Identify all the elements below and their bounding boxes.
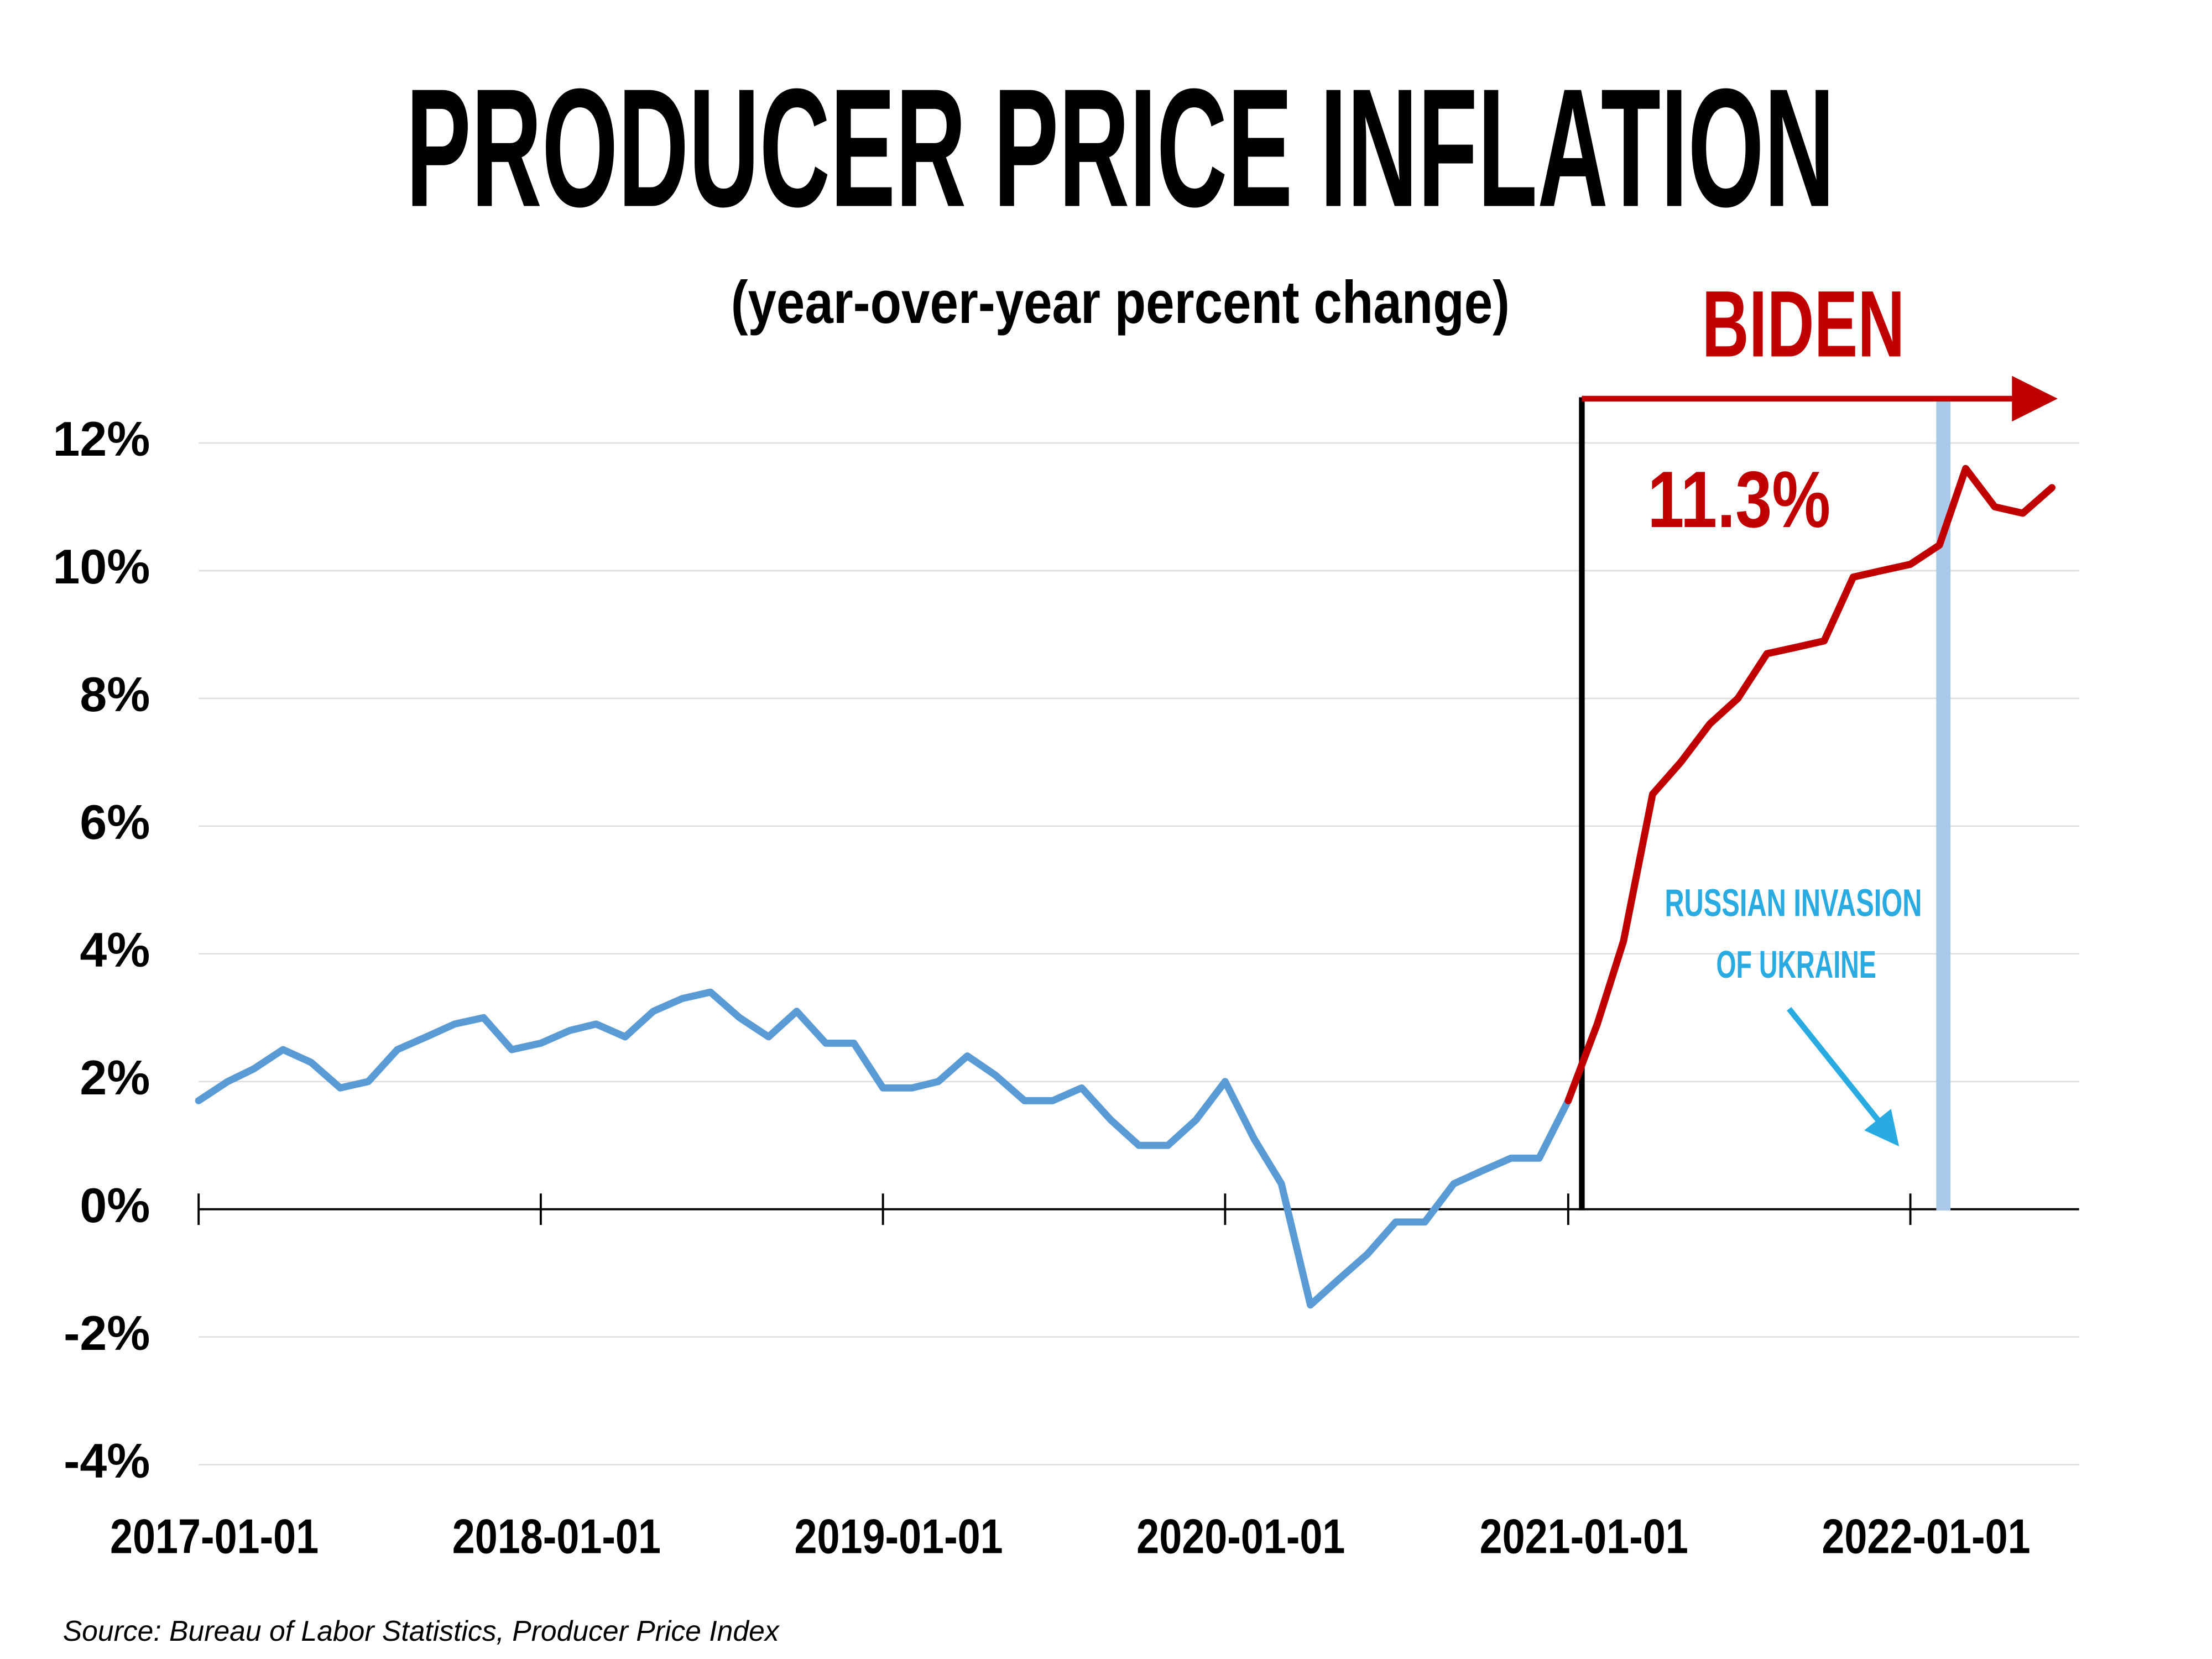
president-label: BIDEN xyxy=(1702,272,1905,377)
y-tick-label: 4% xyxy=(80,922,150,977)
y-tick-label: 12% xyxy=(53,411,150,466)
y-tick-label: -4% xyxy=(64,1433,150,1488)
y-tick-label: 6% xyxy=(80,795,150,849)
x-tick-label: 2018-01-01 xyxy=(452,1509,661,1564)
latest-label: 11.3% xyxy=(1647,455,1830,544)
x-tick-label: 2020-01-01 xyxy=(1136,1509,1345,1564)
chart-subtitle: (year-over-year percent change) xyxy=(731,269,1510,336)
y-tick-label: 10% xyxy=(53,539,150,594)
y-tick-label: 2% xyxy=(80,1050,150,1105)
chart-title: PRODUCER PRICE INFLATION xyxy=(406,54,1835,242)
x-tick-label: 2019-01-01 xyxy=(794,1509,1003,1564)
series-line xyxy=(1564,465,2056,1104)
grid xyxy=(197,442,2079,1465)
x-tick-label: 2017-01-01 xyxy=(110,1509,319,1564)
event-arrow xyxy=(1787,1007,1900,1146)
series-line xyxy=(195,988,1572,1309)
x-tick-label: 2022-01-01 xyxy=(1822,1509,2030,1564)
y-tick-label: -2% xyxy=(64,1306,150,1360)
event-label: OF UKRAINE xyxy=(1716,943,1876,986)
event-label: RUSSIAN INVASION xyxy=(1665,881,1922,925)
x-tick-label: 2021-01-01 xyxy=(1480,1509,1688,1564)
source-note: Source: Bureau of Labor Statistics, Prod… xyxy=(63,1615,780,1647)
y-tick-label: 8% xyxy=(80,667,150,722)
y-tick-label: 0% xyxy=(80,1178,150,1233)
